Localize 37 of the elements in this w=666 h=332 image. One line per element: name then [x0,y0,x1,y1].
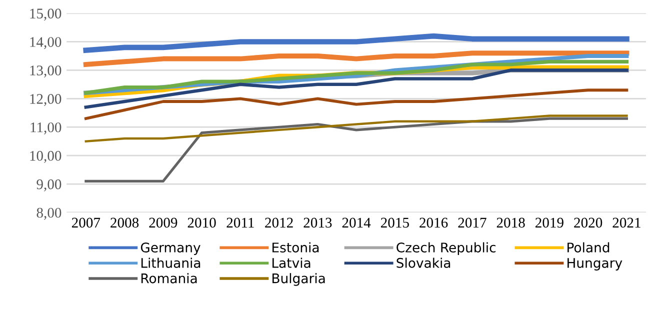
x-tick-label: 2020 [574,218,602,228]
line-series [84,117,628,182]
legend-label: Slovakia [396,258,450,268]
x-tick-label: 2011 [226,218,254,228]
x-tick-label: 2016 [420,218,448,228]
line-series [84,68,628,109]
legend-label: Romania [141,273,197,284]
y-tick-label: 11,00 [30,122,62,134]
legend-label: Hungary [568,258,622,270]
x-tick-label: 2017 [458,218,486,228]
legend-label: Germany [140,242,200,256]
line-series [84,88,628,120]
y-tick-label: 15,00 [30,8,62,21]
y-tick-label: 10,00 [30,150,62,163]
x-tick-label: 2007 [72,218,100,228]
line-series [84,114,628,142]
x-tick-label: 2015 [380,218,409,228]
y-tick-label: 13,00 [30,66,62,78]
y-tick-label: 12,00 [30,94,62,106]
x-tick-label: 2012 [265,218,293,228]
legend-label: Czech Republic [396,242,496,256]
y-tick-label: 8,00 [36,208,62,220]
x-tick-label: 2014 [342,218,371,228]
x-tick-label: 2010 [188,218,216,228]
legend-label: Bulgaria [272,273,325,286]
legend-label: Estonia [272,242,319,252]
legend-label: Latvia [272,258,310,268]
legend-label: Lithuania [141,258,200,268]
y-tick-label: 9,00 [36,179,62,192]
y-tick-label: 14,00 [30,37,62,50]
x-tick-label: 2021 [612,218,640,228]
x-tick-label: 2018 [496,218,525,228]
x-tick-label: 2009 [149,218,178,228]
x-tick-label: 2008 [110,218,139,228]
x-tick-label: 2013 [304,218,332,228]
legend-label: Poland [568,242,610,252]
x-tick-label: 2019 [536,218,564,228]
